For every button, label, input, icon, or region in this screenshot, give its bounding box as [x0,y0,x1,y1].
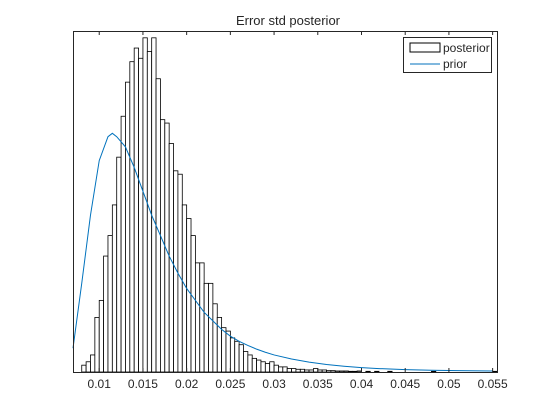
histogram-bar [278,366,284,373]
histogram-bar [251,357,257,373]
x-tick-label: 0.03 [262,377,286,391]
histogram-bar [225,330,231,373]
histogram-bar [103,255,109,373]
histogram-bar [343,370,349,373]
histogram-bar [133,47,139,373]
histogram-bar [243,351,249,373]
histogram-bar [374,370,380,373]
histogram-bar [339,370,345,373]
histogram-bar [229,337,236,373]
histogram-bar [264,363,271,373]
x-tick-label: 0.02 [175,377,199,391]
x-tick-label: 0.01 [88,377,112,391]
histogram-bar [160,119,166,373]
histogram-bar [295,368,301,373]
histogram-bar [177,173,183,373]
histogram-bar [321,369,327,373]
histogram-bar [199,262,205,373]
legend-prior-label: prior [443,57,467,71]
x-tick-label: 0.05 [437,377,461,391]
legend-posterior-swatch [409,42,441,53]
histogram-bar [291,368,297,373]
histogram-bar [190,235,196,373]
histogram-bar [138,57,144,373]
histogram-bar [146,51,153,373]
histogram-bar [234,340,240,373]
histogram-bar [155,78,161,373]
histogram-bar [208,282,214,373]
histogram-bar [492,370,498,373]
x-tick-label: 0.025 [215,377,245,391]
x-axis-ticks: 0.01 0.015 0.02 0.025 0.03 0.035 0.04 0.045 0.05… [88,31,508,391]
histogram-bar [125,81,131,373]
histogram-bar [203,282,209,373]
histogram-bar [142,37,148,373]
histogram-bar [221,327,227,373]
histogram-bar [431,370,437,373]
histogram-bar [129,61,135,373]
histogram-bar [181,204,188,373]
histogram-bar [308,369,314,373]
x-tick-label: 0.055 [478,377,508,391]
histogram-bar [81,364,87,373]
histogram-bar [111,204,118,373]
histogram-bar [247,354,253,373]
histogram-bar [352,370,358,373]
histogram-bar [116,156,122,373]
histogram-bar [356,370,362,373]
x-tick-label: 0.035 [303,377,333,391]
histogram-bar [256,359,262,373]
histogram-bar [120,115,126,373]
histogram-bar [282,366,288,373]
histogram-bar [273,364,279,373]
x-tick-label: 0.015 [128,377,158,391]
axes-box [73,31,498,373]
x-tick-label: 0.04 [350,377,374,391]
histogram-bar [317,369,323,373]
histogram-bar [260,361,266,373]
histogram-bar [269,361,275,373]
legend: posterior prior [403,37,492,73]
histogram-bar [334,370,341,373]
histogram-bar [286,368,292,373]
histogram-bar [238,344,244,373]
histogram-bar [326,370,332,373]
x-tick-label: 0.045 [390,377,420,391]
histogram-bar [299,368,306,373]
histogram-bar [85,361,91,373]
histogram-bar [387,370,393,373]
plot-area: 0.01 0.015 0.02 0.025 0.03 0.035 0.04 0.045 0.05… [72,31,508,391]
histogram-bar [194,262,201,373]
histogram-bar [90,354,96,373]
histogram-bar [94,317,100,373]
histogram-bar [186,218,192,373]
histogram-bar [304,369,310,373]
histogram-bar [330,370,336,373]
histogram-bars [81,37,498,373]
histogram-bar [151,37,157,373]
histogram-bar [313,368,319,373]
chart-title: Error std posterior [236,13,341,28]
histogram-bar [212,303,218,373]
histogram-bar [107,235,113,373]
prior-line [72,132,493,372]
histogram-bar [365,370,371,373]
legend-posterior-label: posterior [443,41,490,55]
histogram-bar [98,299,104,373]
histogram-bar [347,370,354,373]
